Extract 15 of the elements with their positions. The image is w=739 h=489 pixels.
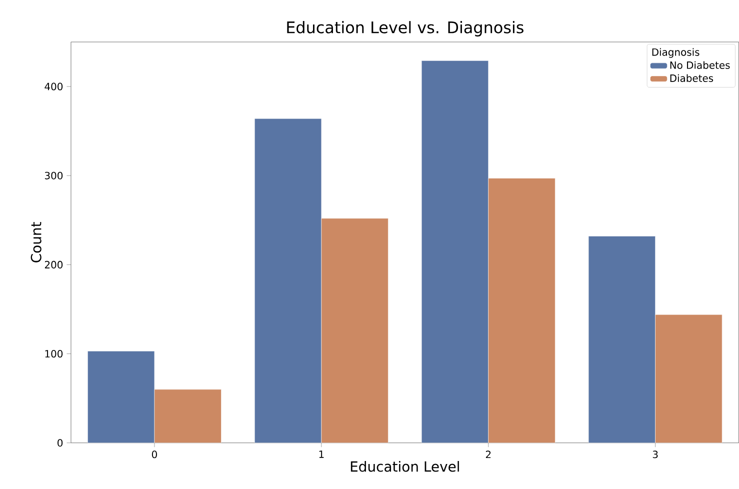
y-tick-label: 300 bbox=[44, 172, 63, 180]
x-tick-label: 3 bbox=[652, 450, 658, 458]
legend-label: Diabetes bbox=[670, 74, 714, 82]
legend-label: No Diabetes bbox=[670, 61, 730, 69]
x-tick-label: 2 bbox=[486, 450, 491, 458]
chart-title: Education Level vs. Diagnosis bbox=[287, 21, 524, 37]
y-axis-title: Count bbox=[30, 222, 42, 262]
x-axis-title: Education Level bbox=[350, 461, 459, 472]
x-tick-label: 1 bbox=[319, 450, 324, 458]
x-tick-label: 0 bbox=[152, 450, 157, 458]
y-tick-label: 100 bbox=[45, 350, 63, 358]
legend-title: Diagnosis bbox=[652, 48, 700, 58]
y-tick-label: 200 bbox=[44, 260, 63, 269]
y-tick-label: 0 bbox=[58, 439, 63, 447]
y-tick-label: 400 bbox=[44, 82, 63, 90]
